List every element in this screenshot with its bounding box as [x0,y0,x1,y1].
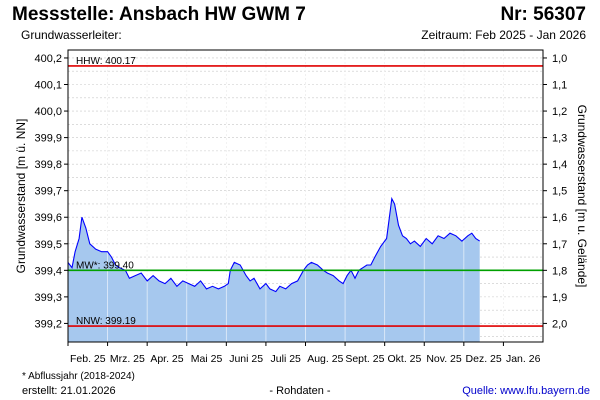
water-level-area [68,198,480,342]
x-tick-label: Juni 25 [229,353,263,365]
y2-tick-label: 1,1 [552,80,567,92]
x-tick-label: Jan. 26 [506,353,541,365]
x-tick-label: Okt. 25 [388,353,422,365]
y-tick-label: 399,9 [34,133,62,145]
x-tick-label: Juli 25 [271,353,302,365]
y-axis-title: Grundwasserstand [m ü. NN] [14,119,28,274]
mw-label: MW*: 399.40 [76,260,134,271]
y2-tick-label: 1,6 [552,212,567,224]
y2-tick-label: 1,0 [552,53,567,65]
x-tick-label: Dez. 25 [466,353,502,365]
y-tick-label: 399,4 [34,265,62,277]
y2-tick-label: 1,4 [552,159,567,171]
y2-tick-label: 1,9 [552,292,567,304]
y2-axis-title: Grundwasserstand [m u. Gelände] [575,105,589,288]
aquifer-label: Grundwasserleiter: [21,28,122,42]
station-number: Nr: 56307 [500,4,586,25]
x-tick-label: Mai 25 [191,353,223,365]
nnw-label: NNW: 399.19 [76,316,136,327]
period-label: Zeitraum: Feb 2025 - Jan 2026 [421,28,586,42]
data-type-label: - Rohdaten - [269,385,331,397]
x-tick-label: Apr. 25 [150,353,183,365]
y-tick-label: 399,6 [34,212,62,224]
y2-tick-label: 1,3 [552,133,567,145]
x-tick-label: Mrz. 25 [110,353,145,365]
y-tick-label: 399,7 [34,186,62,198]
y-tick-label: 399,5 [34,239,62,251]
station-title: Messstelle: Ansbach HW GWM 7 [12,4,306,25]
y2-tick-label: 1,7 [552,239,567,251]
footnote: * Abflussjahr (2018-2024) [22,371,135,382]
hhw-label: HHW: 400.17 [76,56,136,67]
y-tick-label: 400,1 [34,80,62,92]
created-date: erstellt: 21.01.2026 [22,385,116,397]
y2-tick-label: 2,0 [552,318,567,330]
source-link[interactable]: Quelle: www.lfu.bayern.de [462,385,590,397]
x-tick-label: Feb. 25 [70,353,106,365]
x-tick-label: Sept. 25 [345,353,384,365]
x-tick-label: Nov. 25 [426,353,462,365]
water-level-line [67,196,480,293]
x-tick-label: Aug. 25 [307,353,343,365]
y2-tick-label: 1,5 [552,186,567,198]
y2-tick-label: 1,2 [552,106,567,118]
y-tick-label: 400,2 [34,53,62,65]
y-tick-label: 400,0 [34,106,62,118]
y2-tick-label: 1,8 [552,265,567,277]
y-tick-label: 399,2 [34,318,62,330]
y-tick-label: 399,3 [34,292,62,304]
y-tick-label: 399,8 [34,159,62,171]
